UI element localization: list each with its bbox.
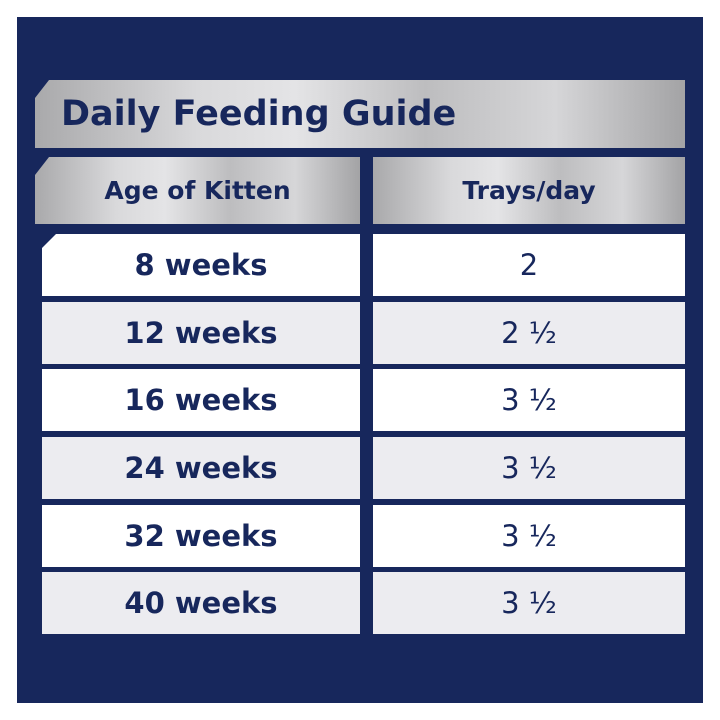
table-cell-trays: 3 ½: [373, 572, 685, 634]
table-cell-age: 32 weeks: [42, 505, 360, 567]
table-cell-trays: 3 ½: [373, 505, 685, 567]
table-cell-age: 8 weeks: [42, 234, 360, 296]
table-cell-age: 12 weeks: [42, 302, 360, 364]
table-cell-age: 16 weeks: [42, 369, 360, 431]
table-cell-age: 40 weeks: [42, 572, 360, 634]
column-header-trays: Trays/day: [373, 157, 685, 224]
table-cell-age: 24 weeks: [42, 437, 360, 499]
column-header-age: Age of Kitten: [35, 157, 360, 224]
table-cell-trays: 2 ½: [373, 302, 685, 364]
table-cell-trays: 3 ½: [373, 369, 685, 431]
table-cell-trays: 2: [373, 234, 685, 296]
table-cell-trays: 3 ½: [373, 437, 685, 499]
guide-title: Daily Feeding Guide: [35, 80, 685, 148]
